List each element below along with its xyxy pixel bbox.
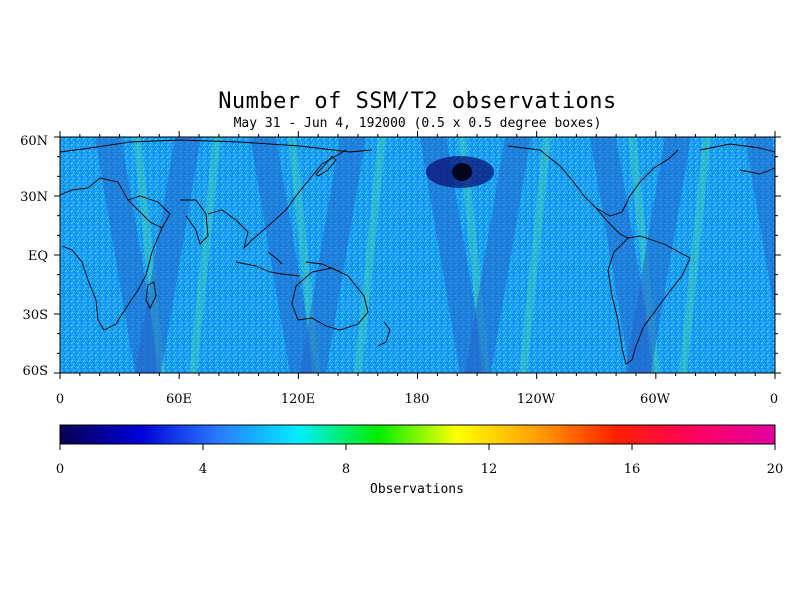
colorbar-tick-4: 4 [198,462,208,477]
colorbar [59,424,776,450]
low-count-core [452,163,472,181]
swath-overlap [519,137,551,373]
swath-band [95,137,161,373]
swath-band [625,137,691,373]
coastlines [60,139,775,365]
lat-label-eq: EQ [27,249,48,264]
lon-label-60e: 60E [165,392,193,407]
colorbar-gradient [59,424,776,445]
colorbar-tick-12: 12 [480,462,498,477]
colorbar-label: Observations [370,482,464,497]
lon-label-120w: 120W [516,392,556,407]
map-panel [54,131,800,379]
swath-overlap [679,137,711,373]
colorbar-tick-16: 16 [623,462,641,477]
colorbar-ticks [59,444,776,450]
lon-label-0: 0 [55,392,65,407]
swath-band [465,137,531,373]
map-title: Number of SSM/T2 observations [218,89,617,114]
lat-label-30n: 30N [20,190,48,205]
lat-label-30s: 30S [22,308,48,323]
lon-label-120e: 120E [280,392,316,407]
colorbar-tick-20: 20 [766,462,784,477]
swath-overlap [189,137,221,373]
lon-label-0-end: 0 [769,392,779,407]
lon-label-180: 180 [404,392,430,407]
swath-band [135,137,201,373]
swath-band [250,137,316,373]
map-subtitle: May 31 - Jun 4, 192000 (0.5 x 0.5 degree… [233,116,602,131]
colorbar-tick-8: 8 [341,462,351,477]
axis-ticks [54,131,781,379]
swath-overlap [354,137,386,373]
orbit-swaths [95,137,800,373]
colorbar-tick-0: 0 [55,462,65,477]
swath-band [420,137,486,373]
swath-band [745,137,775,314]
swath-band [300,137,366,373]
lat-label-60n: 60N [20,134,48,149]
lon-label-60w: 60W [640,392,670,407]
lat-label-60s: 60S [22,364,48,379]
swath-overlap [783,137,800,373]
